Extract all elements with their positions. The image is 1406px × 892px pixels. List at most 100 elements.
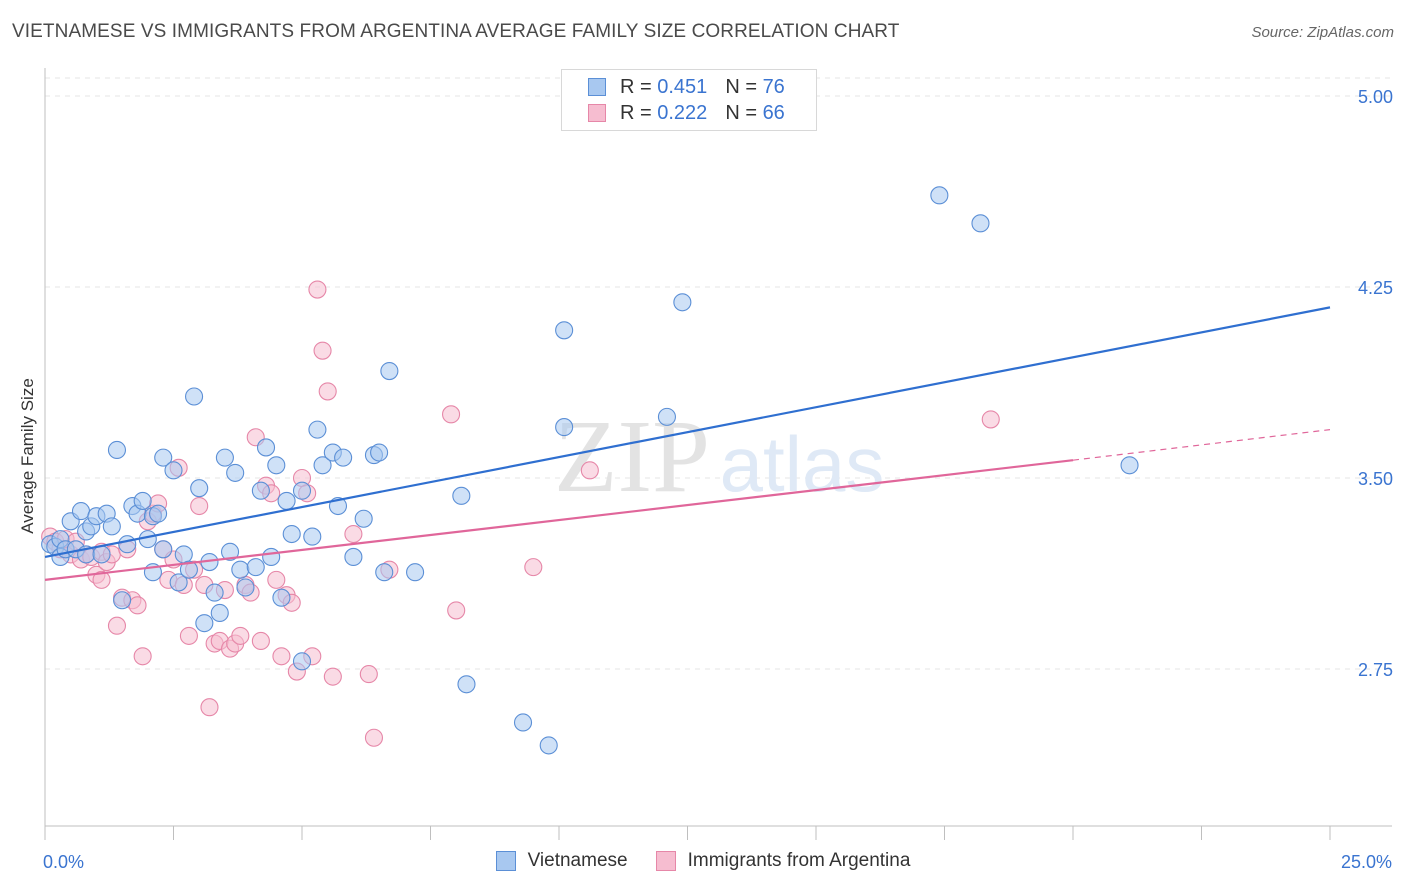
vietnamese-point [344, 547, 363, 566]
vietnamese-point [370, 443, 389, 462]
argentina-point [251, 631, 270, 651]
vietnamese-point [226, 463, 245, 482]
argentina-point [231, 626, 250, 645]
y-tick-label: 4.25 [1358, 278, 1393, 298]
vietnamese-point [220, 542, 240, 561]
blue-swatch [495, 851, 516, 871]
watermark-atlas: atlas [720, 420, 885, 508]
vietnamese-point [92, 545, 111, 564]
legend-label-vietnamese: Vietnamese [527, 850, 628, 871]
vietnamese-point [657, 407, 676, 426]
n-label: N = [725, 75, 757, 98]
argentina-point [200, 698, 219, 717]
vietnamese-point [375, 563, 394, 582]
vietnamese-point [246, 558, 265, 577]
trend-line-argentina [44, 459, 1074, 581]
argentina-point [364, 728, 384, 747]
y-tick-label: 5.00 [1358, 87, 1393, 107]
argentina-point [442, 405, 461, 424]
vietnamese-point [205, 583, 224, 602]
vietnamese-point [282, 524, 301, 544]
vietnamese-point [277, 491, 296, 510]
vietnamese-point [133, 491, 152, 510]
y-tick-labels: 2.75 3.50 4.25 5.00 [1358, 87, 1393, 680]
n-label: N = [725, 101, 757, 124]
legend-row-argentina: R = 0.222 N = 66 [588, 100, 785, 126]
vietnamese-point [406, 563, 425, 582]
vietnamese-point [256, 438, 276, 457]
argentina-point [447, 601, 466, 620]
legend-label-argentina: Immigrants from Argentina [687, 850, 911, 871]
vietnamese-point [262, 547, 281, 566]
vietnamese-point [154, 540, 173, 559]
vietnamese-point [380, 361, 399, 381]
argentina-point [190, 496, 209, 516]
vietnamese-point [272, 588, 291, 607]
vietnamese-point [303, 527, 322, 546]
pink-swatch [655, 851, 676, 871]
vietnamese-point [71, 502, 91, 521]
vietnamese-point [195, 614, 214, 633]
n-value-vietnamese: 76 [762, 75, 785, 98]
axes [44, 68, 1392, 840]
trend-lines [44, 306, 1331, 581]
x-tick-min: 0.0% [43, 852, 85, 872]
n-value-argentina: 66 [762, 101, 785, 124]
vietnamese-point [107, 440, 127, 460]
vietnamese-point [185, 387, 204, 406]
legend-item-argentina[interactable]: Immigrants from Argentina [655, 850, 911, 872]
argentina-point [179, 626, 198, 645]
vietnamese-point [149, 504, 168, 523]
series-argentina-points [41, 280, 1000, 747]
vietnamese-point [292, 652, 312, 671]
vietnamese-point [673, 293, 692, 312]
argentina-point [323, 667, 342, 686]
trend-line-argentina-extension [1072, 429, 1331, 461]
vietnamese-point [118, 535, 137, 554]
argentina-point [981, 410, 1000, 429]
vietnamese-point [267, 456, 286, 475]
watermark-zip: ZIP [554, 399, 710, 514]
vietnamese-point [102, 517, 121, 536]
r-label: R = [620, 101, 652, 124]
argentina-point [267, 570, 286, 589]
vietnamese-point [930, 186, 949, 205]
vietnamese-point [210, 603, 229, 623]
vietnamese-point [154, 448, 173, 467]
legend-item-vietnamese[interactable]: Vietnamese [495, 850, 628, 872]
y-tick-label: 2.75 [1358, 660, 1393, 680]
vietnamese-point [179, 560, 198, 579]
argentina-point [272, 647, 291, 666]
series-legend: Vietnamese Immigrants from Argentina [0, 850, 1406, 872]
trend-line-vietnamese [44, 306, 1331, 559]
vietnamese-point [354, 509, 373, 528]
watermark: ZIP atlas [554, 399, 884, 514]
r-value-vietnamese: 0.451 [657, 75, 708, 98]
vietnamese-point [971, 214, 990, 233]
x-tick-max: 25.0% [1340, 852, 1392, 872]
vietnamese-point [236, 578, 255, 597]
source-label: Source: ZipAtlas.com [1251, 24, 1394, 41]
vietnamese-point [1120, 456, 1139, 475]
vietnamese-point [452, 486, 471, 505]
argentina-point [128, 596, 147, 615]
vietnamese-point [174, 545, 193, 564]
argentina-point [313, 341, 332, 360]
argentina-point [359, 665, 378, 684]
blue-swatch [588, 78, 606, 96]
vietnamese-point [215, 448, 234, 467]
vietnamese-point [555, 321, 574, 340]
legend-row-vietnamese: R = 0.451 N = 76 [588, 74, 785, 100]
argentina-point [107, 616, 127, 635]
vietnamese-point [169, 573, 188, 592]
y-tick-label: 3.50 [1358, 469, 1393, 489]
vietnamese-point [164, 461, 183, 480]
vietnamese-point [308, 420, 327, 439]
pink-swatch [588, 104, 606, 122]
argentina-point [308, 280, 327, 299]
vietnamese-point [555, 418, 574, 437]
vietnamese-point [457, 675, 476, 694]
vietnamese-point [190, 479, 209, 498]
correlation-legend: R = 0.451 N = 76 R = 0.222 N = 66 [561, 69, 817, 131]
